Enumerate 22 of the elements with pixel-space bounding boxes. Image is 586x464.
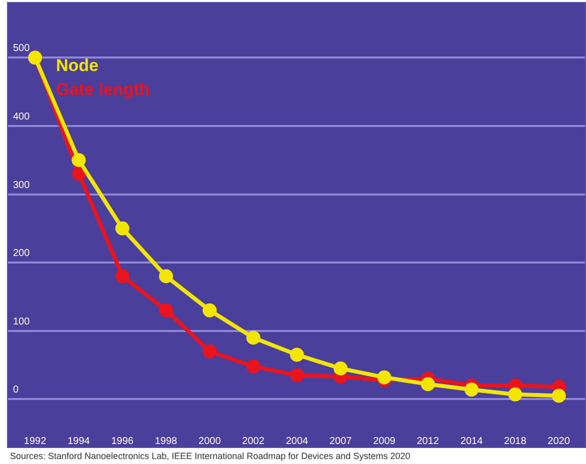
source-note: Sources: Stanford Nanoelectronics Lab, IEEE International Roadmap for Devices and Systems 2020 — [10, 451, 410, 461]
x-tick-label: 2014 — [460, 436, 484, 447]
x-tick-label: 2002 — [242, 436, 265, 447]
x-tick-label: 1994 — [68, 436, 90, 447]
x-tick-label: 2004 — [286, 436, 308, 447]
y-tick-label: 100 — [13, 316, 30, 328]
series-label: Gate length — [56, 80, 150, 99]
y-tick-label: 0 — [13, 384, 19, 396]
x-tick-label: 2012 — [416, 436, 440, 447]
y-tick-label: 200 — [13, 248, 30, 260]
series-label: Node — [56, 56, 98, 75]
x-tick-label: 1992 — [24, 436, 47, 447]
x-tick-label: 2007 — [329, 436, 352, 447]
x-tick-label: 1996 — [111, 436, 134, 447]
y-tick-label: 300 — [13, 180, 30, 191]
x-tick-label: 1998 — [154, 436, 178, 447]
x-tick-label: 2020 — [548, 436, 570, 447]
x-tick-label: 2018 — [504, 436, 527, 447]
y-tick-label: 500 — [13, 43, 30, 54]
x-tick-label: 2009 — [373, 436, 396, 447]
y-tick-label: 400 — [13, 111, 30, 122]
x-tick-label: 2000 — [198, 436, 222, 447]
